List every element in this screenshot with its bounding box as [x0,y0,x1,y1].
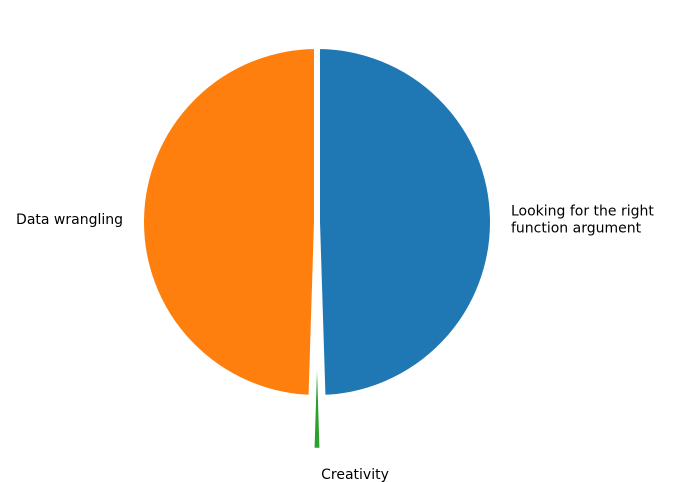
pie-slice-looking-for-the-right [314,42,496,402]
pie-slice-creativity-label: Creativity [321,467,389,482]
pie-labels: Looking for the right function argument Cr… [16,203,654,482]
pie-slice-looking-for-the-right-label: Looking for the right function argument [511,203,654,236]
pie-slices [138,42,496,454]
pie-slice-data-wrangling-label: Data wrangling [16,212,123,228]
pie-slice-data-wrangling [138,42,320,402]
pie-slice-creativity [308,274,326,454]
